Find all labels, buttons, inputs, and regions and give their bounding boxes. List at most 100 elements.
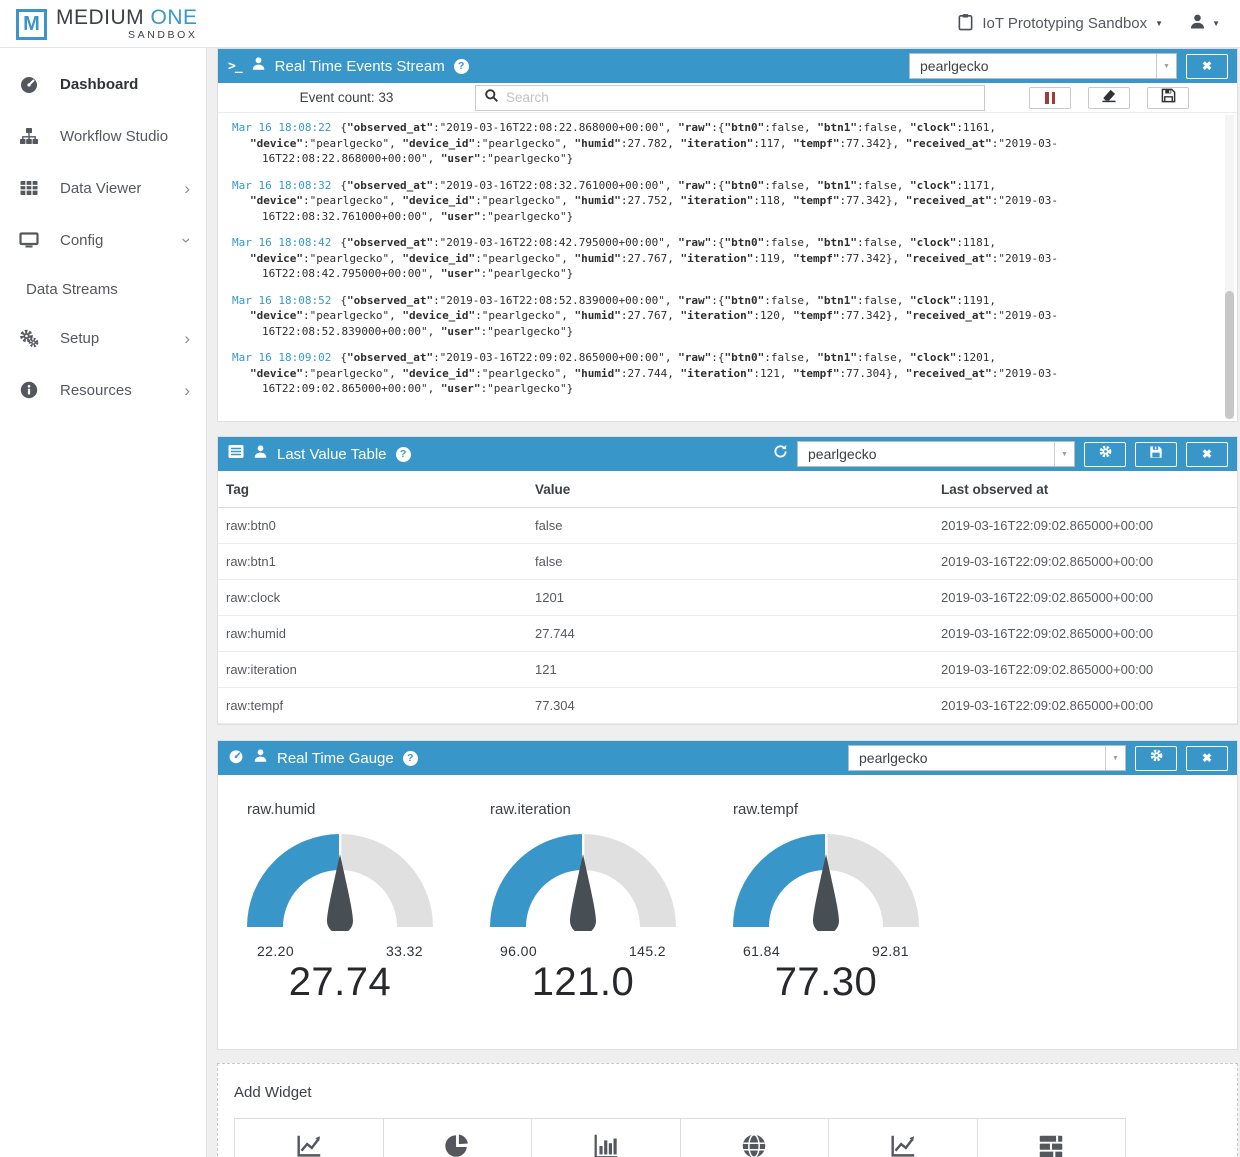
value-cell: 27.744 [535, 626, 575, 641]
last-value-table-header: Last Value Table ? pearlgecko ▼ ✖ [218, 437, 1237, 471]
search-box [475, 84, 985, 111]
tachometer-icon [18, 74, 40, 94]
chevron-down-icon: › [177, 237, 197, 243]
chevron-right-icon: › [184, 380, 190, 400]
add-widget-card[interactable]: Grouped Users [531, 1118, 681, 1157]
table-row: raw:clock 1201 2019-03-16T22:09:02.86500… [218, 580, 1237, 616]
sidebar-item-config[interactable]: Config › [0, 214, 206, 266]
help-icon[interactable]: ? [453, 58, 469, 74]
gear-icon [1149, 748, 1164, 768]
close-button[interactable]: ✖ [1186, 441, 1228, 467]
device-select-value: pearlgecko [808, 446, 877, 462]
table-row: raw:tempf 77.304 2019-03-16T22:09:02.865… [218, 688, 1237, 724]
chevron-down-icon: ▼ [1054, 442, 1074, 466]
table-row: raw:humid 27.744 2019-03-16T22:09:02.865… [218, 616, 1237, 652]
tag-cell: raw:btn1 [226, 554, 276, 569]
clipboard-icon [957, 13, 974, 35]
chevron-down-icon: ▼ [1212, 19, 1220, 28]
list-icon [228, 444, 244, 464]
globe-icon [739, 1134, 769, 1157]
add-widget-card[interactable]: Grouped Users [234, 1118, 384, 1157]
gauge-max: 92.81 [871, 943, 909, 959]
sidebar-item-resources[interactable]: Resources › [0, 364, 206, 416]
add-widget-card[interactable]: Single User [976, 1118, 1126, 1157]
terminal-icon: >_ [228, 58, 243, 74]
last-observed-cell: 2019-03-16T22:09:02.865000+00:00 [941, 626, 1154, 641]
last-observed-cell: 2019-03-16T22:09:02.865000+00:00 [941, 662, 1154, 677]
clear-button[interactable] [1088, 86, 1130, 109]
chevron-down-icon: ▼ [1105, 746, 1125, 770]
event-timestamp: Mar 16 18:08:22 [232, 121, 332, 134]
brand-primary: MEDIUM [56, 5, 145, 29]
close-icon: ✖ [1201, 751, 1213, 765]
events-log[interactable]: Mar 16 18:08:22 {"observed_at":"2019-03-1… [218, 113, 1237, 421]
widget-title: Real Time Events Stream [274, 57, 445, 75]
chevron-right-icon: › [184, 178, 190, 198]
table-row: raw:iteration 121 2019-03-16T22:09:02.86… [218, 652, 1237, 688]
value-cell: false [535, 554, 563, 569]
event-timestamp: Mar 16 18:08:42 [232, 236, 332, 249]
gauge-needle [570, 854, 596, 934]
close-button[interactable]: ✖ [1186, 745, 1228, 771]
table-icon [18, 178, 40, 198]
sidebar-item-setup[interactable]: Setup › [0, 312, 206, 364]
sidebar-item-label: Workflow Studio [60, 127, 169, 145]
tag-cell: raw:btn0 [226, 518, 276, 533]
pause-button[interactable] [1029, 86, 1071, 109]
events-stream-widget: >_ Real Time Events Stream ? pearlgecko … [217, 48, 1238, 422]
close-icon: ✖ [1201, 447, 1213, 461]
sidebar-item-dashboard[interactable]: Dashboard [0, 58, 206, 110]
brand-subtitle: SANDBOX [127, 28, 198, 41]
brand-logo[interactable]: M MEDIUM ONE SANDBOX [16, 7, 198, 41]
sidebar-item-data-streams[interactable]: Data Streams [0, 266, 206, 312]
settings-button[interactable] [1135, 745, 1177, 771]
event-timestamp: Mar 16 18:09:02 [232, 351, 332, 364]
gauge-min: 61.84 [743, 943, 781, 959]
help-icon[interactable]: ? [395, 446, 411, 462]
search-icon [484, 88, 499, 108]
settings-button[interactable] [1084, 441, 1126, 467]
tag-cell: raw:iteration [226, 662, 297, 677]
gears-icon [18, 328, 40, 348]
add-widget-card[interactable]: Grouped Users [382, 1118, 532, 1157]
tag-cell: raw:tempf [226, 698, 284, 713]
desktop-icon [18, 230, 40, 250]
gauge-needle [327, 854, 353, 934]
device-select[interactable]: pearlgecko ▼ [797, 441, 1075, 467]
line-chart-icon [888, 1135, 918, 1157]
device-select[interactable]: pearlgecko ▼ [909, 53, 1177, 79]
column-header: Value [535, 481, 571, 497]
tag-cell: raw:clock [226, 590, 281, 605]
project-selector[interactable]: IoT Prototyping Sandbox ▼ [957, 13, 1163, 35]
save-button[interactable] [1135, 441, 1177, 467]
event-log-entry: Mar 16 18:09:02 {"observed_at":"2019-03-1… [232, 351, 1059, 395]
add-widget-card[interactable]: Grouped Users [679, 1118, 829, 1157]
sidebar-item-label: Data Streams [26, 280, 118, 298]
sidebar-item-data-viewer[interactable]: Data Viewer › [0, 162, 206, 214]
help-icon[interactable]: ? [402, 750, 418, 766]
gauge-arc [247, 832, 433, 934]
save-button[interactable] [1147, 86, 1189, 109]
search-input[interactable] [506, 90, 976, 105]
device-select-value: pearlgecko [859, 750, 928, 766]
logo-mark: M [16, 8, 47, 40]
sidebar-item-label: Config [60, 231, 104, 249]
eraser-icon [1101, 88, 1117, 108]
scrollbar-track[interactable] [1225, 115, 1234, 419]
widget-title: Last Value Table [277, 445, 387, 463]
last-observed-cell: 2019-03-16T22:09:02.865000+00:00 [941, 518, 1154, 533]
refresh-icon[interactable] [773, 444, 788, 464]
add-widget-title: Add Widget [234, 1084, 312, 1101]
add-widget-card[interactable]: Single User [828, 1118, 978, 1157]
value-cell: 77.304 [535, 698, 575, 713]
close-icon: ✖ [1201, 59, 1213, 73]
device-select[interactable]: pearlgecko ▼ [848, 745, 1126, 771]
scrollbar-thumb[interactable] [1225, 291, 1234, 419]
user-menu[interactable]: ▼ [1189, 13, 1220, 35]
close-button[interactable]: ✖ [1186, 53, 1228, 79]
brand-accent: ONE [150, 5, 198, 29]
main-content: >_ Real Time Events Stream ? pearlgecko … [207, 48, 1240, 1157]
sidebar-item-workflow-studio[interactable]: Workflow Studio [0, 110, 206, 162]
widget-title: Real Time Gauge [277, 749, 394, 767]
event-timestamp: Mar 16 18:08:52 [232, 293, 332, 307]
